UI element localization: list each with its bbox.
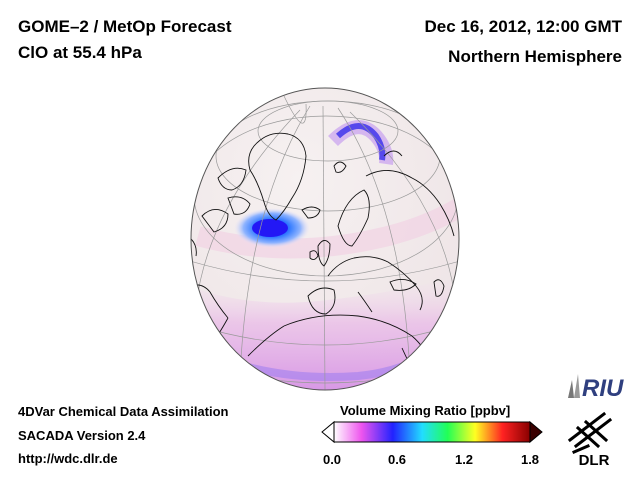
colorbar bbox=[321, 420, 543, 444]
globe-outline bbox=[190, 87, 460, 391]
colorbar-tick: 1.2 bbox=[454, 452, 474, 467]
colorbar-gradient bbox=[333, 421, 531, 443]
graticule bbox=[191, 95, 459, 390]
colorbar-tick: 1.8 bbox=[520, 452, 540, 467]
greenland-clo-core bbox=[252, 219, 288, 237]
footer-line-version: SACADA Version 2.4 bbox=[18, 428, 146, 443]
tropical-band bbox=[191, 276, 459, 390]
colorbar-tick: 0.0 bbox=[322, 452, 342, 467]
footer-line-assimilation: 4DVar Chemical Data Assimilation bbox=[18, 404, 229, 419]
pink-mid-band bbox=[195, 197, 459, 259]
colorbar-tick: 0.6 bbox=[387, 452, 407, 467]
dlr-logo: DLR bbox=[567, 411, 613, 468]
colorbar-left-arrow bbox=[321, 420, 335, 444]
map-subtitle: ClO at 55.4 hPa bbox=[18, 43, 142, 62]
footer-url: http://wdc.dlr.de bbox=[18, 451, 118, 466]
map-title: GOME–2 / MetOp Forecast bbox=[18, 17, 232, 36]
colorbar-right-arrow bbox=[529, 420, 543, 444]
region-label: Northern Hemisphere bbox=[448, 47, 622, 66]
riu-logo: RIU bbox=[568, 374, 624, 400]
colorbar-title: Volume Mixing Ratio [ppbv] bbox=[340, 403, 511, 418]
globe-map bbox=[190, 87, 460, 391]
date-label: Dec 16, 2012, 12:00 GMT bbox=[424, 17, 622, 36]
svg-text:RIU: RIU bbox=[582, 375, 624, 400]
svg-text:DLR: DLR bbox=[579, 452, 610, 468]
